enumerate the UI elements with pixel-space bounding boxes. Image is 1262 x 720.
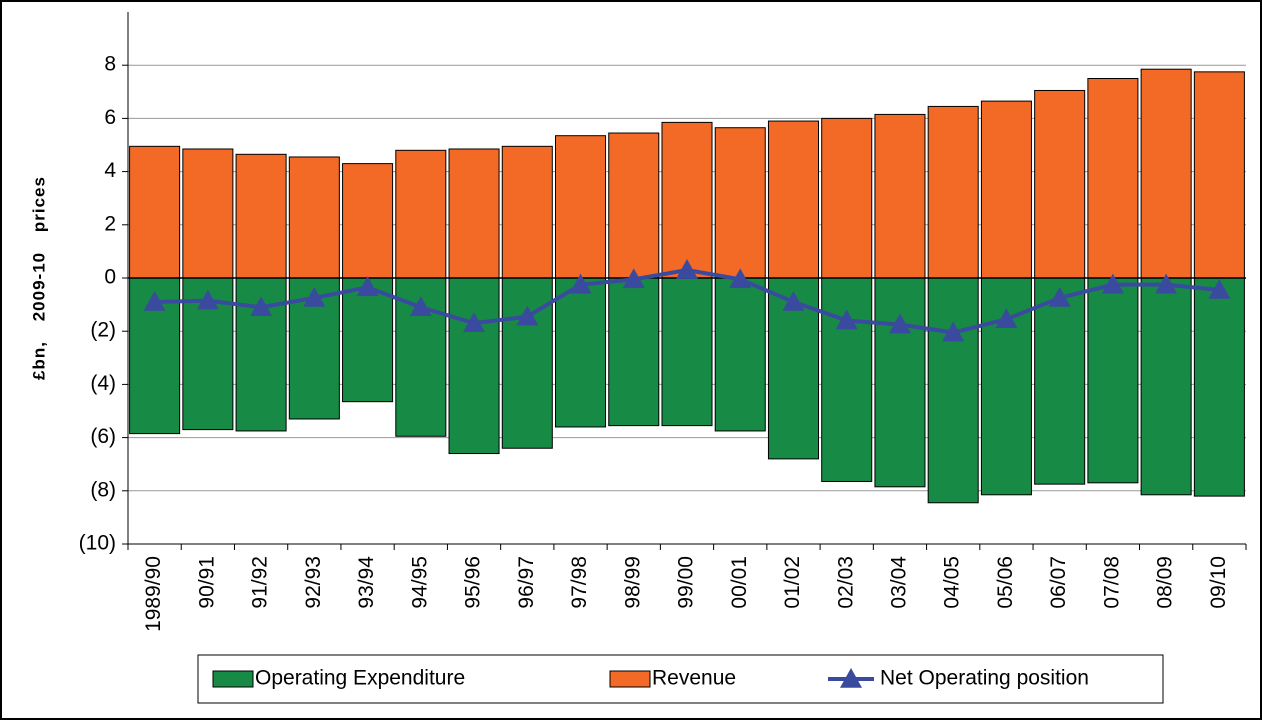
marker [1155, 273, 1178, 294]
bar [608, 277, 660, 427]
bar [980, 100, 1032, 279]
marker [250, 296, 273, 317]
marker [622, 268, 645, 289]
x-tick-label: 06/07 [1047, 556, 1070, 609]
x-tick-label: 95/96 [462, 556, 485, 609]
y-tick-label: 6 [104, 106, 116, 129]
bar [342, 163, 394, 279]
bar [1034, 277, 1086, 485]
marker [1048, 286, 1071, 307]
bar [1140, 277, 1192, 496]
bar [661, 277, 713, 427]
bar [608, 132, 660, 279]
x-tick-label: 91/92 [249, 556, 272, 609]
bar [395, 149, 447, 279]
legend-label: Revenue [652, 667, 736, 690]
x-tick-label: 98/99 [621, 556, 644, 609]
x-tick-label: 93/94 [355, 556, 378, 609]
x-tick-label: 04/05 [941, 556, 964, 609]
x-tick-label: 00/01 [728, 556, 751, 609]
y-tick-label: (6) [90, 425, 116, 448]
bar [927, 277, 979, 504]
bar [555, 135, 607, 279]
bar [1140, 68, 1192, 279]
bar [1034, 89, 1086, 279]
x-tick-label: 02/03 [834, 556, 857, 609]
legend-swatch [212, 670, 254, 688]
marker [356, 276, 379, 297]
y-tick-label: 2 [104, 212, 116, 235]
x-tick-label: 94/95 [408, 556, 431, 609]
x-tick-label: 97/98 [568, 556, 591, 609]
bar [288, 156, 340, 279]
bar [714, 277, 766, 432]
bar [448, 277, 500, 455]
marker [729, 268, 752, 289]
bar [448, 148, 500, 279]
bar [501, 277, 553, 449]
legend [197, 654, 1164, 704]
marker [516, 305, 539, 326]
x-tick-label: 92/93 [302, 556, 325, 609]
bar [661, 121, 713, 279]
marker [888, 313, 911, 334]
bar [342, 277, 394, 403]
marker [995, 308, 1018, 329]
legend-label: Net Operating position [880, 667, 1089, 690]
marker [942, 321, 965, 342]
legend-label: Operating Expenditure [255, 667, 465, 690]
marker [303, 286, 326, 307]
marker [569, 273, 592, 294]
x-tick-label: 09/10 [1207, 556, 1230, 609]
bar [821, 117, 873, 279]
marker [463, 312, 486, 333]
y-tick-label: (10) [79, 532, 116, 555]
bar [714, 127, 766, 279]
marker [782, 290, 805, 311]
bar [235, 153, 287, 279]
marker [1208, 278, 1231, 299]
y-tick-label: (4) [90, 372, 116, 395]
x-tick-label: 03/04 [887, 556, 910, 609]
bar [767, 120, 819, 279]
bar [182, 148, 234, 279]
bar [1087, 277, 1139, 484]
x-tick-label: 96/97 [515, 556, 538, 609]
y-tick-label: 4 [104, 159, 116, 182]
y-tick-label: 0 [104, 266, 116, 289]
marker [409, 296, 432, 317]
x-tick-label: 1989/90 [142, 556, 165, 632]
bar [927, 105, 979, 279]
bar [1193, 277, 1245, 497]
legend-marker [840, 668, 862, 688]
bar [1193, 71, 1245, 279]
legend-swatch [609, 670, 651, 688]
marker [676, 259, 698, 279]
y-axis-label: £bn, 2009-10 prices [29, 176, 48, 380]
y-tick-label: (8) [90, 478, 116, 501]
marker [196, 289, 219, 310]
bar [821, 277, 873, 482]
x-tick-label: 05/06 [994, 556, 1017, 609]
y-tick-label: (2) [90, 319, 116, 342]
bar [874, 277, 926, 488]
bar [501, 145, 553, 279]
x-tick-label: 08/09 [1154, 556, 1177, 609]
bar [874, 113, 926, 279]
x-tick-label: 07/08 [1100, 556, 1123, 609]
marker [1101, 273, 1124, 294]
x-tick-label: 90/91 [195, 556, 218, 609]
bar [555, 277, 607, 428]
marker [143, 290, 166, 311]
x-tick-label: 99/00 [675, 556, 698, 609]
y-tick-label: 8 [104, 53, 116, 76]
bar [129, 145, 181, 279]
marker [835, 309, 858, 330]
bar [1087, 78, 1139, 279]
x-tick-label: 01/02 [781, 556, 804, 609]
